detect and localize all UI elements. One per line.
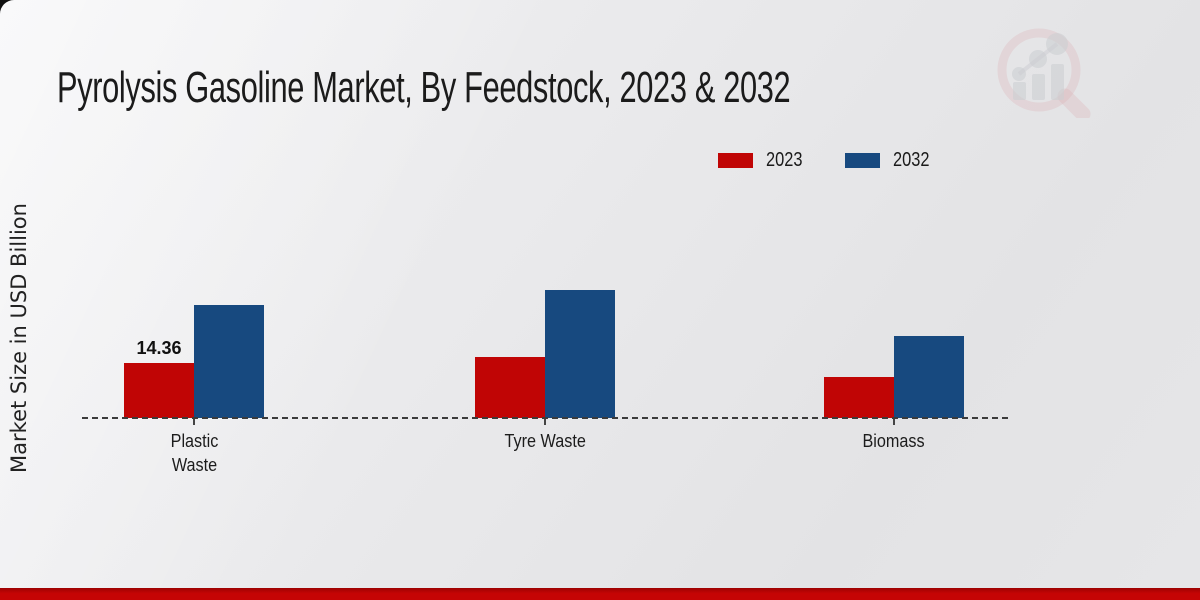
legend-item-2023: 2023 [718,149,811,172]
bar-wrap-2032-biomass [894,335,964,418]
bar-2023-tyre-waste [475,356,545,418]
bar-group-tyre-waste [475,289,615,418]
bar-value-label-2023-plastic-waste: 14.36 [136,337,182,358]
legend: 2023 2032 [718,149,937,172]
bar-group-plastic-waste: 14.36 [124,304,264,418]
y-axis-label: Market Size in USD Billion [7,203,31,473]
bar-wrap-2023-plastic-waste: 14.36 [124,338,194,418]
bar-wrap-2023-biomass [824,376,894,418]
plot-area: 14.36 [82,168,1008,419]
bottom-red-strip [0,588,1200,600]
legend-swatch-2023 [718,153,753,168]
axis-tick-tyre-waste [544,419,546,425]
bar-2023-biomass [824,376,894,418]
category-label-tyre-waste: Tyre Waste [480,429,610,453]
magnifier-growth-chart-icon [997,28,1091,122]
market-research-logo-watermark [993,26,1093,122]
axis-tick-biomass [893,419,895,425]
bar-wrap-2023-tyre-waste [475,356,545,418]
legend-item-2032: 2032 [844,149,938,172]
bar-wrap-2032-plastic-waste [194,304,264,418]
chart-title: Pyrolysis Gasoline Market, By Feedstock,… [57,63,791,113]
x-axis-baseline [82,417,1008,419]
bar-group-biomass [824,335,964,418]
bar-2032-plastic-waste [194,304,264,418]
category-label-text: Biomass [862,431,926,451]
category-label-text: Plastic Waste [170,431,218,476]
bar-wrap-2032-tyre-waste [545,289,615,418]
category-label-plastic-waste: Plastic Waste [129,429,259,478]
legend-swatch-2032 [844,153,880,168]
category-label-text: Tyre Waste [504,431,586,451]
bar-2023-plastic-waste [124,362,194,418]
axis-tick-plastic-waste [193,419,195,425]
bar-2032-tyre-waste [545,289,615,418]
legend-label-2023: 2023 [766,149,803,171]
bar-2032-biomass [894,335,964,418]
legend-label-2032: 2032 [892,149,929,171]
x-axis-labels: Plastic Waste Tyre Waste Biomass [82,418,1008,498]
category-label-biomass: Biomass [829,429,959,453]
